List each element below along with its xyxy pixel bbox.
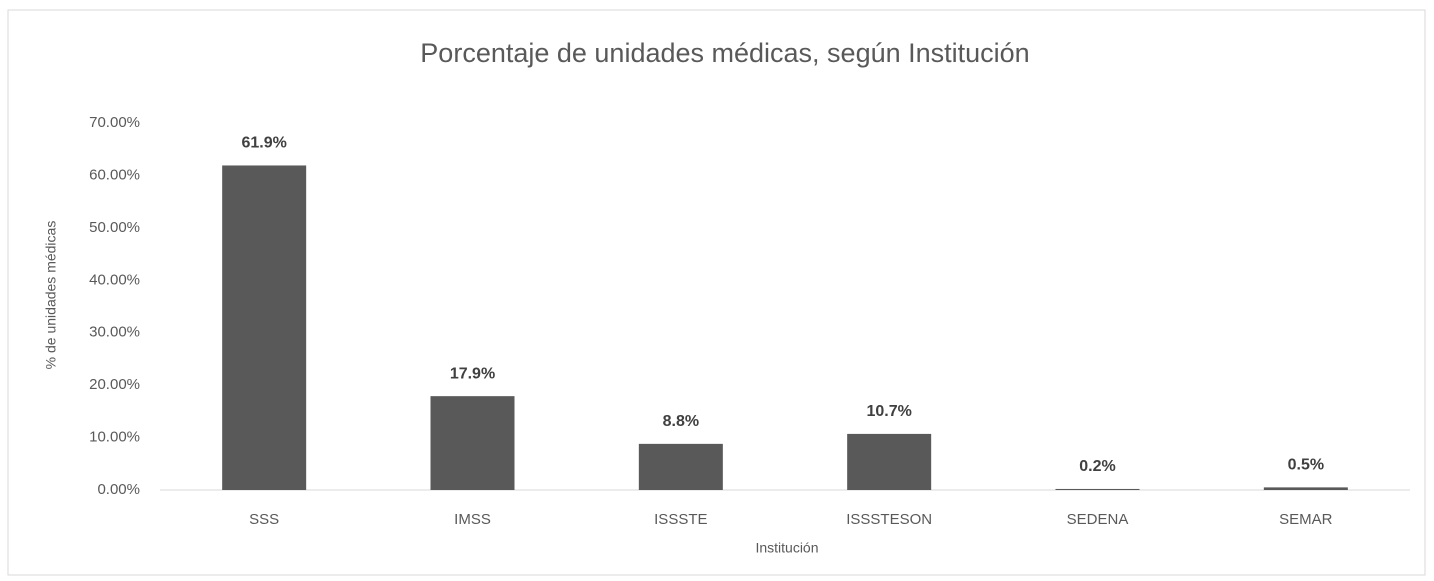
chart-title: Porcentaje de unidades médicas, según In… [420, 38, 1029, 68]
y-tick-label: 10.00% [89, 429, 140, 446]
x-tick-label: ISSSTESON [846, 511, 932, 528]
y-axis-title: % de unidades médicas [43, 221, 59, 370]
y-tick-label: 70.00% [89, 114, 140, 131]
y-tick-label: 60.00% [89, 166, 140, 183]
bar [638, 443, 723, 490]
y-tick-label: 30.00% [89, 324, 140, 341]
y-tick-label: 0.00% [97, 481, 140, 498]
y-tick-label: 40.00% [89, 271, 140, 288]
value-label: 10.7% [866, 403, 911, 420]
value-label: 17.9% [450, 365, 495, 382]
x-tick-label: SSS [249, 511, 279, 528]
value-label: 8.8% [663, 413, 699, 430]
value-label: 61.9% [241, 135, 286, 152]
bar [430, 396, 515, 490]
value-label: 0.5% [1288, 457, 1324, 474]
x-tick-label: SEMAR [1279, 511, 1333, 528]
y-tick-label: 20.00% [89, 376, 140, 393]
x-axis-title: Institución [755, 540, 818, 556]
x-tick-label: ISSSTE [654, 511, 707, 528]
y-tick-label: 50.00% [89, 219, 140, 236]
bar [222, 165, 307, 490]
bar [1263, 487, 1348, 490]
bar [1055, 488, 1140, 490]
bar [847, 433, 932, 490]
x-tick-label: SEDENA [1067, 511, 1129, 528]
value-label: 0.2% [1079, 458, 1115, 475]
x-tick-label: IMSS [454, 511, 491, 528]
